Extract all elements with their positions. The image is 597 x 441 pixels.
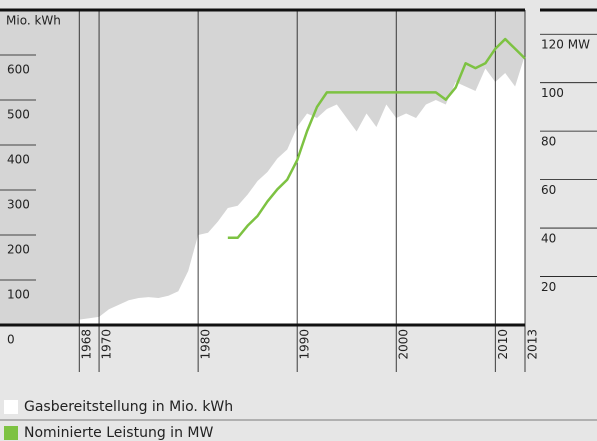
- legend-label: Nominierte Leistung in MW: [24, 425, 213, 441]
- y-tick-label: 200: [7, 243, 30, 257]
- y-tick-label: 600: [7, 63, 30, 77]
- y-tick-label: 300: [7, 198, 30, 212]
- legend-swatch: [4, 400, 18, 414]
- x-tick-label: 1968: [80, 329, 94, 360]
- y2-tick-label: 40: [541, 232, 556, 246]
- x-tick-label: 2013: [526, 329, 540, 360]
- x-tick-label: 1970: [100, 329, 114, 360]
- area: [79, 55, 525, 325]
- y2-tick-label: 80: [541, 135, 556, 149]
- line: [227, 37, 526, 240]
- y-tick-label: 100: [7, 288, 30, 302]
- x-tick-label: 1990: [298, 329, 312, 360]
- x-tick-label: 1980: [199, 329, 213, 360]
- y2-tick-label: 60: [541, 183, 556, 197]
- y-tick-label: 500: [7, 108, 30, 122]
- y2-tick-label: 20: [541, 280, 556, 294]
- y-tick-label: 400: [7, 153, 30, 167]
- x-tick-label: 2010: [496, 329, 510, 360]
- legend-label: Gasbereitstellung in Mio. kWh: [24, 399, 233, 415]
- y2-tick-label: 100: [541, 86, 564, 100]
- x-tick-label: 2000: [397, 329, 411, 360]
- y-axis-label: Mio. kWh: [6, 14, 61, 28]
- y2-tick-label: 120 MW: [541, 38, 590, 52]
- y-tick-label: 0: [7, 333, 15, 347]
- legend-swatch: [4, 426, 18, 440]
